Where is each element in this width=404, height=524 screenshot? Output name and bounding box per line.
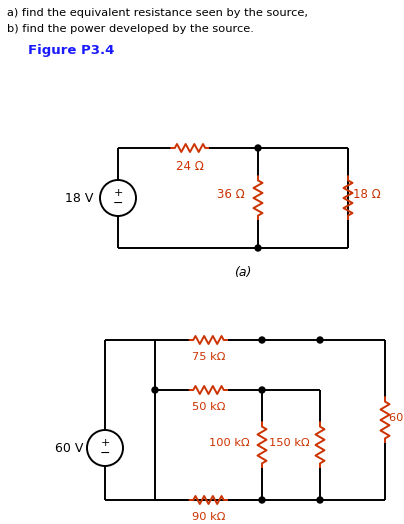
Circle shape (152, 387, 158, 393)
Text: a) find the equivalent resistance seen by the source,: a) find the equivalent resistance seen b… (7, 8, 308, 18)
Text: b) find the power developed by the source.: b) find the power developed by the sourc… (7, 24, 254, 34)
Text: 90 kΩ: 90 kΩ (192, 512, 225, 522)
Circle shape (317, 497, 323, 503)
Text: 75 kΩ: 75 kΩ (192, 352, 225, 362)
Circle shape (255, 145, 261, 151)
Text: −: − (100, 446, 110, 460)
Text: (a): (a) (234, 266, 252, 279)
Circle shape (255, 245, 261, 251)
Circle shape (259, 387, 265, 393)
Text: −: − (113, 196, 123, 210)
Text: 60 kΩ: 60 kΩ (389, 413, 404, 423)
Text: 150 kΩ: 150 kΩ (269, 438, 310, 448)
Text: 100 kΩ: 100 kΩ (209, 438, 250, 448)
Text: 24 Ω: 24 Ω (176, 160, 204, 173)
Text: 18 V: 18 V (65, 191, 93, 204)
Text: 60 V: 60 V (55, 442, 83, 454)
Text: +: + (113, 188, 123, 198)
Text: 50 kΩ: 50 kΩ (192, 402, 225, 412)
Text: Figure P3.4: Figure P3.4 (28, 44, 114, 57)
Text: 36 Ω: 36 Ω (217, 188, 245, 201)
Circle shape (259, 337, 265, 343)
Circle shape (317, 337, 323, 343)
Circle shape (259, 497, 265, 503)
Text: +: + (100, 438, 110, 448)
Text: 18 Ω: 18 Ω (353, 188, 381, 201)
